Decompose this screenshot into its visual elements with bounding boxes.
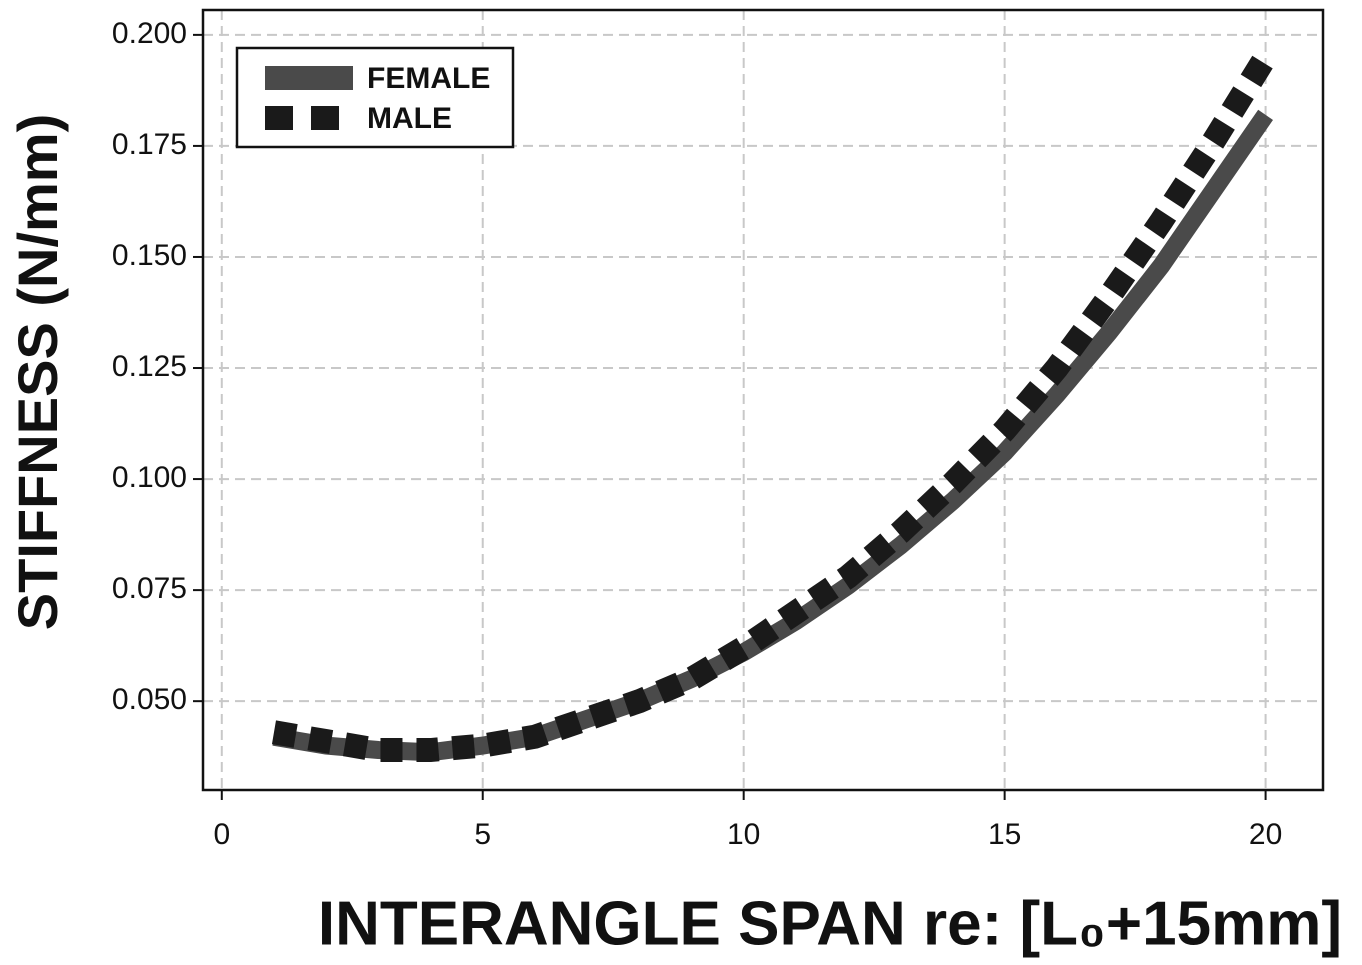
- line-series: [272, 109, 1273, 762]
- y-tick-label: 0.050: [112, 683, 187, 716]
- x-tick-label: 10: [727, 818, 760, 851]
- y-tick-label: 0.200: [112, 17, 187, 50]
- y-tick-label: 0.175: [112, 128, 187, 161]
- line-series: [271, 50, 1276, 763]
- legend-label: FEMALE: [367, 62, 490, 95]
- y-axis-label: STIFFNESS (N/mm): [6, 114, 69, 630]
- x-tick-label: 15: [988, 818, 1021, 851]
- plot-frame: [201, 8, 1325, 792]
- x-axis-label: INTERANGLE SPAN re: [L₀+15mm]: [318, 889, 1342, 958]
- y-tick-label: 0.100: [112, 461, 187, 494]
- y-tick-label: 0.125: [112, 350, 187, 383]
- x-tick-label: 0: [213, 818, 230, 851]
- x-tick-label: 20: [1249, 818, 1282, 851]
- legend-box: [235, 46, 515, 149]
- y-tick-label: 0.150: [112, 239, 187, 272]
- legend-label: MALE: [367, 102, 452, 135]
- y-tick-label: 0.075: [112, 572, 187, 605]
- x-tick-label: 5: [474, 818, 491, 851]
